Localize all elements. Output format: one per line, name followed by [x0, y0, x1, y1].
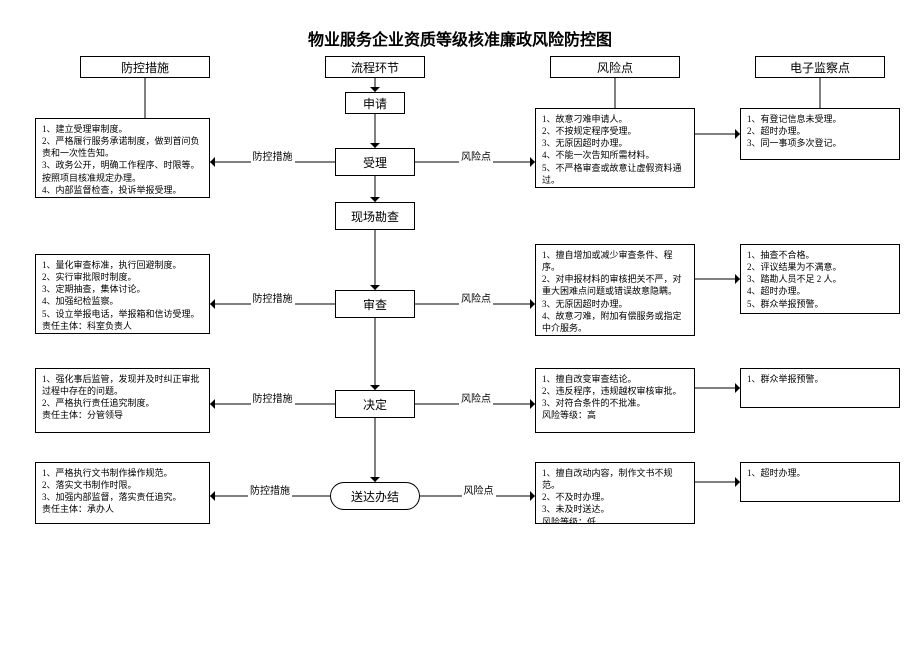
control-line: 2、严格履行服务承诺制度，做到首问负责和一次性告知。: [42, 135, 203, 159]
monitor-box-review: 1、抽查不合格。2、评议结果为不满意。3、踏勘人员不足 2 人。4、超时办理。5…: [740, 244, 900, 314]
risk-box-finish: 1、擅自改动内容，制作文书不规范。2、不及时办理。3、未及时送达。风险等级：低: [535, 462, 695, 524]
risk-line: 风险等级：高: [542, 334, 688, 336]
monitor-line: 3、同一事项多次登记。: [747, 137, 893, 149]
col-header-flow: 流程环节: [325, 56, 425, 78]
control-line: 1、严格执行文书制作操作规范。: [42, 467, 203, 479]
control-line: 3、政务公开，明确工作程序、时限等。按照项目核准规定办理。: [42, 159, 203, 183]
monitor-line: 1、有登记信息未受理。: [747, 113, 893, 125]
risk-line: 1、擅自改动内容，制作文书不规范。: [542, 467, 688, 491]
risk-line: 4、故意刁难，附加有偿服务或指定中介服务。: [542, 310, 688, 334]
col-header-control: 防控措施: [80, 56, 210, 78]
flow-apply: 申请: [345, 92, 405, 114]
control-line: 3、定期抽查，集体讨论。: [42, 283, 203, 295]
risk-line: 3、无原因超时办理。: [542, 137, 688, 149]
flow-review: 审查: [335, 290, 415, 318]
edge-label-risk: 风险点: [459, 390, 493, 405]
risk-line: 1、故意刁难申请人。: [542, 113, 688, 125]
control-line: 2、落实文书制作时限。: [42, 479, 203, 491]
control-line: 2、严格执行责任追究制度。: [42, 397, 203, 409]
monitor-line: 1、超时办理。: [747, 467, 893, 479]
monitor-line: 5、群众举报预警。: [747, 298, 893, 310]
control-box-decide: 1、强化事后监管，发现并及时纠正审批过程中存在的问题。2、严格执行责任追究制度。…: [35, 368, 210, 433]
flow-survey: 现场勘查: [335, 202, 415, 230]
monitor-line: 3、踏勘人员不足 2 人。: [747, 273, 893, 285]
risk-line: 3、未及时送达。: [542, 503, 688, 515]
monitor-line: 2、超时办理。: [747, 125, 893, 137]
risk-line: 3、对符合条件的不批准。: [542, 397, 688, 409]
risk-line: 2、违反程序，违规越权审核审批。: [542, 385, 688, 397]
risk-line: 3、无原因超时办理。: [542, 298, 688, 310]
edge-label-control: 防控措施: [251, 390, 295, 405]
control-box-finish: 1、严格执行文书制作操作规范。2、落实文书制作时限。3、加强内部监督，落实责任追…: [35, 462, 210, 524]
risk-line: 4、不能一次告知所需材料。: [542, 149, 688, 161]
control-line: 1、强化事后监管，发现并及时纠正审批过程中存在的问题。: [42, 373, 203, 397]
control-line: 2、实行审批限时制度。: [42, 271, 203, 283]
control-line: 3、加强内部监督，落实责任追究。: [42, 491, 203, 503]
risk-box-accept: 1、故意刁难申请人。2、不按规定程序受理。3、无原因超时办理。4、不能一次告知所…: [535, 108, 695, 188]
edge-label-risk: 风险点: [459, 148, 493, 163]
edge-label-control: 防控措施: [251, 148, 295, 163]
col-header-monitor: 电子监察点: [755, 56, 885, 78]
monitor-line: 2、评议结果为不满意。: [747, 261, 893, 273]
monitor-line: 1、抽查不合格。: [747, 249, 893, 261]
control-line: 责任主体：分管领导: [42, 409, 203, 421]
risk-box-decide: 1、擅自改变审查结论。2、违反程序，违规越权审核审批。3、对符合条件的不批准。风…: [535, 368, 695, 433]
control-box-review: 1、量化审查标准，执行回避制度。2、实行审批限时制度。3、定期抽查，集体讨论。4…: [35, 254, 210, 334]
edge-label-risk: 风险点: [459, 290, 493, 305]
edge-label-control: 防控措施: [248, 482, 292, 497]
edge-label-risk: 风险点: [462, 482, 496, 497]
monitor-line: 4、超时办理。: [747, 285, 893, 297]
risk-line: 风险等级：低: [542, 516, 688, 524]
risk-box-review: 1、擅自增加或减少审查条件、程序。2、对申报材料的审核把关不严，对重大困难点问题…: [535, 244, 695, 336]
control-line: 4、内部监督检查，投诉举报受理。: [42, 184, 203, 196]
flow-decide: 决定: [335, 390, 415, 418]
control-line: 4、加强纪检监察。: [42, 295, 203, 307]
risk-line: 风险等级：中: [542, 186, 688, 188]
col-header-risk: 风险点: [550, 56, 680, 78]
risk-line: 1、擅自改变审查结论。: [542, 373, 688, 385]
risk-line: 5、不严格审查或故意让虚假资料通过。: [542, 162, 688, 186]
risk-line: 2、对申报材料的审核把关不严，对重大困难点问题或错误故意隐瞒。: [542, 273, 688, 297]
control-line: 1、量化审查标准，执行回避制度。: [42, 259, 203, 271]
control-line: 5、设立举报电话，举报箱和信访受理。: [42, 308, 203, 320]
risk-line: 1、擅自增加或减少审查条件、程序。: [542, 249, 688, 273]
risk-line: 风险等级：高: [542, 409, 688, 421]
control-line: 责任主体：受理人: [42, 196, 203, 198]
edge-label-control: 防控措施: [251, 290, 295, 305]
monitor-line: 1、群众举报预警。: [747, 373, 893, 385]
flow-accept: 受理: [335, 148, 415, 176]
monitor-box-finish: 1、超时办理。: [740, 462, 900, 502]
control-line: 1、建立受理审制度。: [42, 123, 203, 135]
control-line: 责任主体：科室负责人: [42, 320, 203, 332]
control-line: 责任主体：承办人: [42, 503, 203, 515]
monitor-box-accept: 1、有登记信息未受理。2、超时办理。3、同一事项多次登记。: [740, 108, 900, 160]
risk-line: 2、不按规定程序受理。: [542, 125, 688, 137]
page-title: 物业服务企业资质等级核准廉政风险防控图: [0, 26, 920, 50]
risk-line: 2、不及时办理。: [542, 491, 688, 503]
control-box-accept: 1、建立受理审制度。2、严格履行服务承诺制度，做到首问负责和一次性告知。3、政务…: [35, 118, 210, 198]
flow-finish: 送达办结: [330, 482, 420, 510]
monitor-box-decide: 1、群众举报预警。: [740, 368, 900, 408]
